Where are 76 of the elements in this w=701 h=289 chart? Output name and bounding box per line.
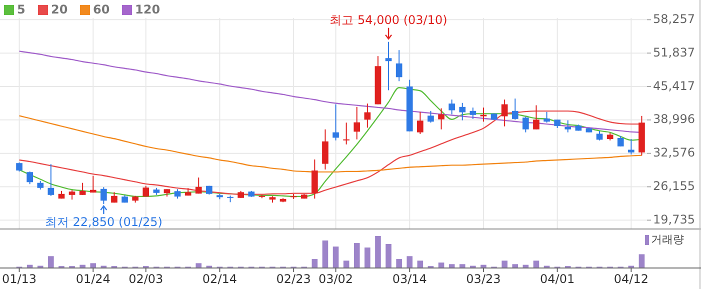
- x-tick-label: 02/03: [128, 272, 164, 286]
- bar: [396, 259, 402, 268]
- candlestick: [628, 138, 634, 155]
- legend-label: 20: [51, 2, 68, 16]
- x-tick-label: 01/13: [2, 272, 37, 286]
- candlestick: [522, 116, 529, 133]
- bar: [533, 260, 540, 268]
- annotation: 최저 22,850 (01/25): [44, 214, 162, 229]
- candlestick: [332, 104, 339, 141]
- x-tick-label: 01/24: [76, 272, 110, 286]
- candlestick: [448, 99, 455, 115]
- candlestick: [501, 99, 508, 127]
- candlestick: [174, 188, 181, 200]
- candlestick: [385, 41, 392, 91]
- candlestick: [617, 135, 624, 147]
- y-tick-label: 51,837: [653, 45, 695, 60]
- bar: [512, 264, 518, 268]
- candlestick: [564, 120, 572, 133]
- candlestick: [596, 130, 603, 141]
- bar: [386, 244, 392, 268]
- bar: [502, 260, 508, 268]
- candlestick: [354, 106, 360, 140]
- bar: [406, 256, 413, 268]
- candlestick: [90, 175, 96, 194]
- y-tick-label: 32,576: [653, 146, 695, 160]
- bar: [312, 259, 318, 268]
- x-tick-label: 02/23: [276, 272, 311, 286]
- bar: [196, 263, 202, 268]
- bar: [343, 260, 350, 268]
- candlestick: [544, 111, 550, 124]
- candlestick: [68, 190, 76, 200]
- candlestick: [48, 164, 54, 196]
- candlestick: [343, 122, 350, 145]
- candlestick: [396, 50, 402, 82]
- x-tick-label: 04/01: [540, 272, 575, 286]
- y-tick-label: 58,257: [653, 12, 695, 26]
- candlestick: [438, 108, 444, 130]
- y-tick-label: 19,735: [653, 212, 695, 226]
- bar: [638, 254, 645, 268]
- annotation: 최고 54,000 (03/10): [330, 12, 448, 27]
- candlestick: [533, 104, 540, 130]
- candlestick: [312, 158, 318, 200]
- bar: [48, 256, 54, 268]
- bar: [354, 243, 360, 268]
- bar: [364, 248, 370, 268]
- candlestick: [322, 128, 328, 170]
- x-tick-label: 03/02: [318, 272, 354, 286]
- bar: [332, 246, 339, 268]
- candlestick: [428, 110, 434, 124]
- candlestick: [26, 170, 33, 185]
- candlestick: [459, 102, 466, 121]
- y-tick-label: 38,996: [653, 112, 695, 126]
- legend-label: 5: [17, 2, 26, 16]
- x-tick-label: 03/23: [466, 272, 501, 286]
- candlestick: [364, 103, 371, 128]
- y-tick-label: 26,155: [653, 179, 695, 194]
- bar: [417, 260, 424, 268]
- y-tick-label: 45,417: [653, 78, 695, 93]
- bar: [375, 236, 381, 268]
- candlestick: [480, 107, 487, 122]
- x-tick-label: 04/12: [614, 272, 648, 286]
- bar: [90, 263, 96, 268]
- candlestick: [417, 111, 424, 134]
- bar: [459, 264, 466, 268]
- bar: [322, 240, 328, 268]
- candlestick: [512, 98, 518, 120]
- x-tick-label: 03/14: [392, 272, 427, 286]
- candlestick: [16, 162, 22, 172]
- legend-label: 120: [135, 2, 160, 16]
- candlestick: [470, 107, 476, 120]
- x-tick-label: 02/14: [202, 272, 238, 286]
- candlestick: [195, 177, 202, 194]
- candlestick: [100, 186, 107, 204]
- legend-label: 60: [93, 2, 110, 16]
- legend-label: 거래량: [651, 233, 684, 246]
- candlestick: [79, 182, 86, 196]
